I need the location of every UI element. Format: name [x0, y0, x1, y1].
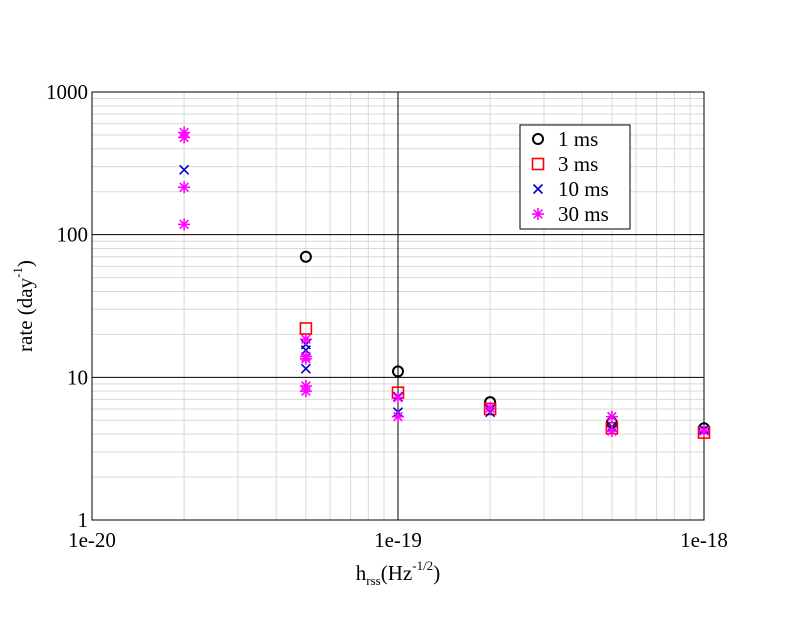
x-axis-label-sup: -1/2	[412, 558, 433, 573]
x-tick-label: 1e-19	[374, 528, 422, 552]
legend-label: 1 ms	[558, 127, 598, 151]
point-asterisk	[484, 401, 497, 414]
x-axis-label-close: )	[433, 561, 440, 585]
data-points	[178, 126, 711, 439]
x-tick-label: 1e-18	[680, 528, 728, 552]
point-asterisk	[299, 333, 312, 346]
y-tick-label: 1	[78, 508, 89, 532]
legend-label: 3 ms	[558, 152, 598, 176]
legend-marker-asterisk	[532, 208, 544, 220]
y-axis-label-main: rate (day	[13, 277, 37, 352]
legend-marker-x	[532, 183, 544, 195]
point-circle	[392, 365, 404, 378]
legend-marker-circle	[532, 133, 544, 145]
legend-marker-square	[531, 157, 545, 171]
x-axis-label-main: h	[356, 561, 367, 585]
tick-labels: 1e-20 1e-19 1e-18 1 10 100 1000	[46, 80, 728, 552]
point-asterisk	[605, 410, 618, 423]
x-axis-label-sub: rss	[366, 573, 380, 588]
point-asterisk	[605, 425, 618, 438]
x-axis-label: hrss(Hz-1/2)	[356, 558, 440, 588]
plot-frame	[91, 91, 705, 521]
point-asterisk	[299, 385, 312, 398]
legend-label: 30 ms	[558, 202, 609, 226]
x-axis-label-unit: (Hz	[381, 561, 412, 585]
y-tick-label: 100	[57, 223, 89, 247]
y-axis-label: rate (day-1)	[10, 260, 37, 352]
point-x	[179, 164, 190, 175]
point-asterisk	[392, 410, 404, 423]
point-asterisk	[178, 181, 191, 194]
point-x	[300, 363, 311, 374]
point-circle	[299, 250, 312, 263]
point-asterisk	[299, 352, 312, 365]
legend-label: 10 ms	[558, 177, 609, 201]
y-tick-label: 1000	[46, 80, 88, 104]
y-axis-label-close: )	[13, 260, 37, 267]
y-axis-label-sup: -1	[10, 267, 25, 278]
point-asterisk	[178, 131, 191, 144]
point-asterisk	[392, 391, 404, 404]
point-asterisk	[178, 218, 191, 231]
y-tick-label: 10	[67, 365, 88, 389]
point-asterisk	[698, 425, 710, 438]
x-tick-label: 1e-20	[68, 528, 116, 552]
